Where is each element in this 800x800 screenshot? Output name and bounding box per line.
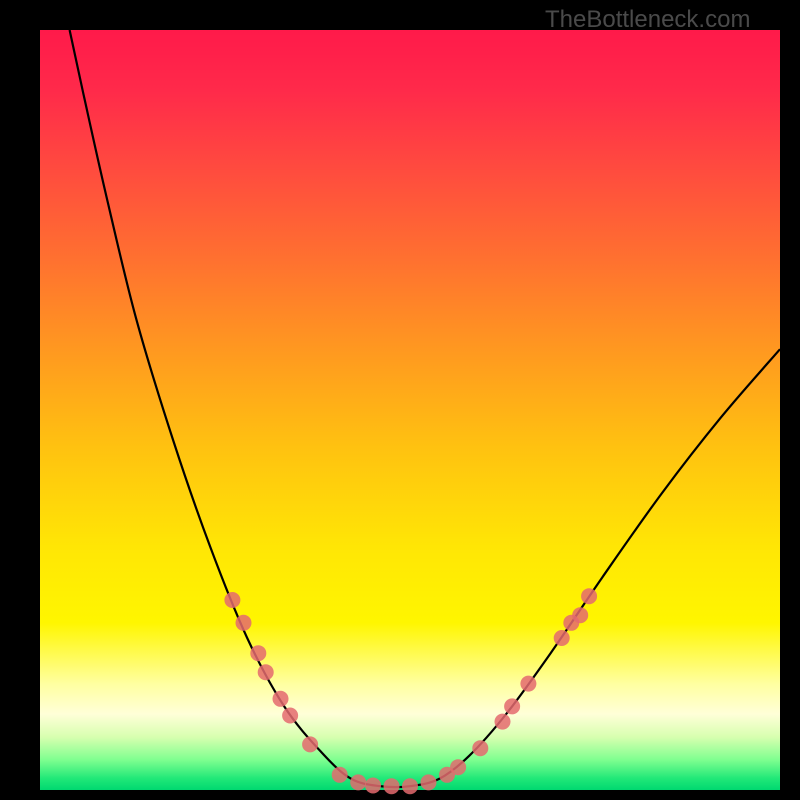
data-point [332,767,348,783]
plot-area [40,30,780,790]
chart-canvas: { "watermark": { "text": "TheBottleneck.… [0,0,800,800]
curve-layer [40,30,780,790]
data-point [520,676,536,692]
data-point [421,774,437,790]
data-point [581,588,597,604]
data-point [504,698,520,714]
data-point [554,630,570,646]
data-point [450,759,466,775]
data-point [302,736,318,752]
data-point [282,708,298,724]
data-point [224,592,240,608]
data-point [384,778,400,794]
data-point [572,607,588,623]
data-point [273,691,289,707]
data-point [258,664,274,680]
data-point [402,778,418,794]
bottleneck-curve [70,30,780,787]
data-point [495,714,511,730]
data-point [472,740,488,756]
data-point [350,774,366,790]
data-point [236,615,252,631]
data-point [250,645,266,661]
data-point [365,777,381,793]
watermark-text: TheBottleneck.com [545,6,750,34]
